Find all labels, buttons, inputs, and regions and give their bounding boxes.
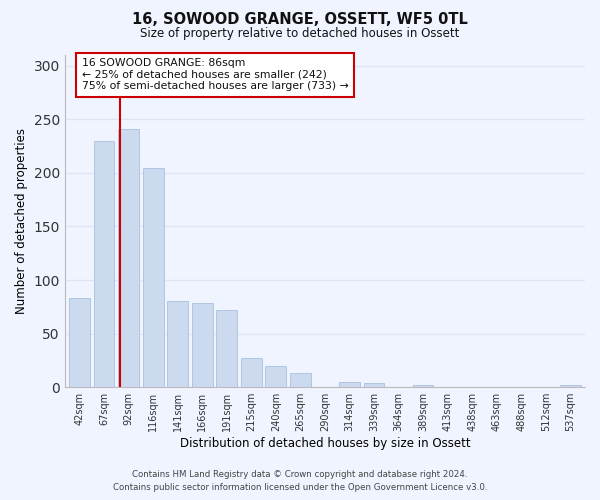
Text: Contains HM Land Registry data © Crown copyright and database right 2024.
Contai: Contains HM Land Registry data © Crown c… [113,470,487,492]
Text: 16 SOWOOD GRANGE: 86sqm
← 25% of detached houses are smaller (242)
75% of semi-d: 16 SOWOOD GRANGE: 86sqm ← 25% of detache… [82,58,349,92]
Bar [290,374,311,387]
Text: Size of property relative to detached houses in Ossett: Size of property relative to detached ho… [140,28,460,40]
Bar [265,366,286,387]
Bar [217,310,237,387]
X-axis label: Distribution of detached houses by size in Ossett: Distribution of detached houses by size … [179,437,470,450]
Bar [413,385,433,387]
Bar [241,358,262,387]
Bar [167,302,188,387]
Bar [560,385,581,387]
Bar [192,302,212,387]
Bar [143,168,164,387]
Bar [118,129,139,387]
Bar [94,140,115,387]
Bar [69,298,90,387]
Text: 16, SOWOOD GRANGE, OSSETT, WF5 0TL: 16, SOWOOD GRANGE, OSSETT, WF5 0TL [132,12,468,28]
Y-axis label: Number of detached properties: Number of detached properties [15,128,28,314]
Bar [339,382,360,387]
Bar [364,383,385,387]
